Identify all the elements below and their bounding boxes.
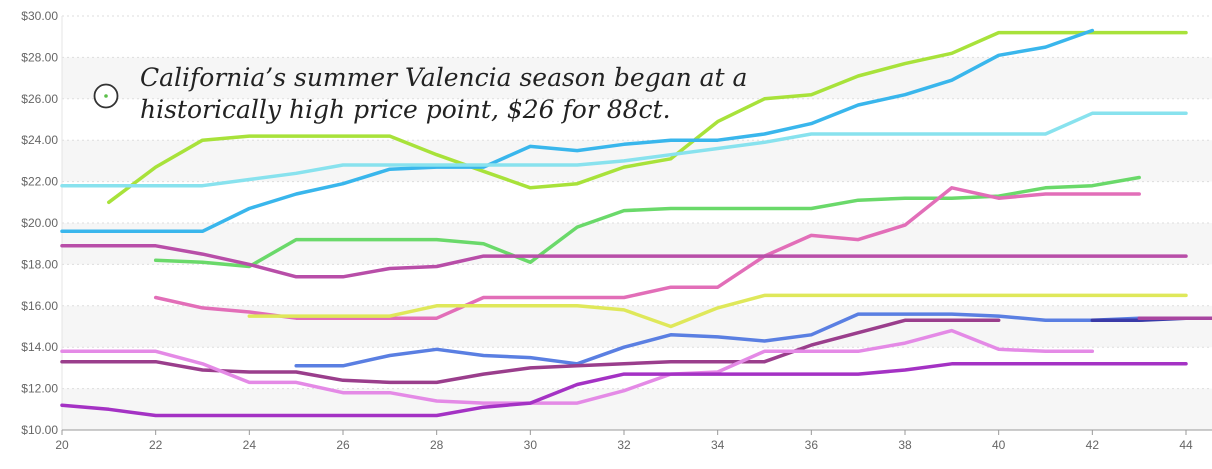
y-tick-label: $10.00: [21, 423, 58, 437]
y-tick-label: $18.00: [21, 257, 58, 271]
x-tick-label: 40: [992, 438, 1006, 452]
y-tick-label: $12.00: [21, 382, 58, 396]
x-tick-label: 32: [617, 438, 631, 452]
x-tick-label: 44: [1179, 438, 1193, 452]
grid-band: [62, 223, 1212, 265]
x-tick-label: 24: [243, 438, 257, 452]
gridlines: [61, 15, 1212, 430]
y-tick-label: $28.00: [21, 50, 58, 64]
series-line-8: [294, 312, 1141, 368]
x-tick-label: 36: [805, 438, 819, 452]
series-line-5: [153, 186, 1141, 320]
series-line-6: [60, 244, 1188, 279]
x-tick-label: 38: [898, 438, 912, 452]
y-tick-label: $22.00: [21, 175, 58, 189]
alternating-bands: [62, 57, 1212, 430]
series-line-4: [153, 175, 1141, 269]
y-tick-label: $16.00: [21, 299, 58, 313]
grid-band: [62, 388, 1212, 430]
x-tick-labels: 20 22 24 26 28 30 32 34 36 38 40 42 44: [55, 430, 1193, 452]
series-line-11: [60, 362, 1188, 418]
annotation-text: California’s summer Valencia season bega…: [140, 63, 748, 124]
y-tick-label: $30.00: [21, 9, 58, 23]
y-tick-label: $20.00: [21, 216, 58, 230]
series-line-3: [60, 111, 1188, 188]
y-tick-label: $26.00: [21, 92, 58, 106]
x-tick-label: 26: [336, 438, 350, 452]
series-line-1: [107, 30, 1188, 205]
series-lines: [60, 28, 1212, 418]
y-tick-labels: $10.00 $12.00 $14.00 $16.00 $18.00 $20.00 $22.…: [21, 9, 58, 437]
series-line-2: [60, 28, 1095, 234]
x-tick-label: 22: [149, 438, 163, 452]
circle-dot-icon: [93, 83, 119, 109]
series-line-7: [247, 293, 1188, 329]
y-tick-label: $14.00: [21, 340, 58, 354]
series-line-10: [60, 328, 1095, 405]
x-tick-label: 30: [524, 438, 538, 452]
x-tick-label: 34: [711, 438, 725, 452]
x-tick-label: 20: [55, 438, 69, 452]
y-tick-label: $24.00: [21, 133, 58, 147]
grid-band: [62, 57, 1212, 99]
x-tick-label: 42: [1086, 438, 1100, 452]
x-tick-label: 28: [430, 438, 444, 452]
